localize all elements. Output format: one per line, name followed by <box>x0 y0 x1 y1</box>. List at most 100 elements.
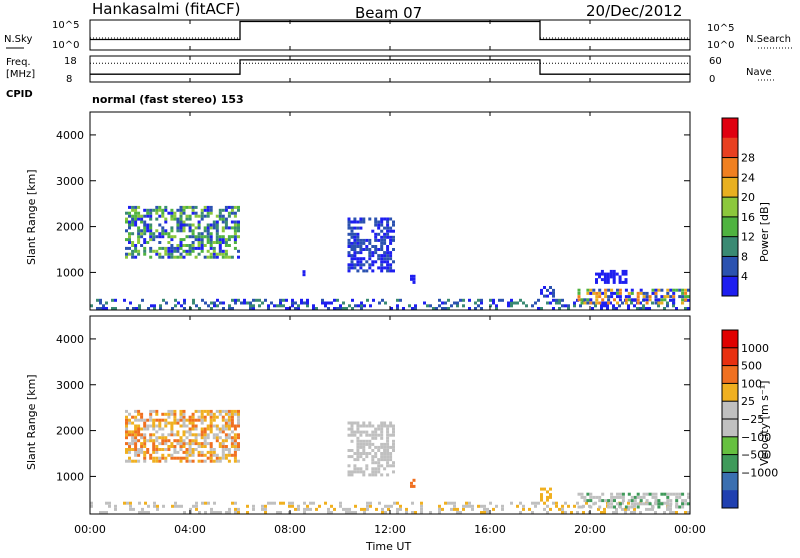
power-cell <box>362 257 366 261</box>
velocity-cell <box>134 424 138 428</box>
power-cell <box>227 244 231 247</box>
velocity-cell <box>230 418 234 422</box>
velocity-cell <box>215 453 219 457</box>
velocity-cell <box>143 436 147 440</box>
power-cell <box>125 252 128 256</box>
velocity-cell <box>483 504 486 508</box>
velocity-cell <box>203 445 207 448</box>
power-cell <box>592 291 596 295</box>
power-cell <box>510 301 513 305</box>
velocity-cell <box>675 511 678 514</box>
velocity-cell <box>125 459 128 463</box>
power-cell <box>206 229 210 233</box>
power-cell <box>537 307 540 310</box>
velocity-cell <box>383 455 387 459</box>
power-cell <box>134 214 138 218</box>
velocity-cell <box>678 495 682 499</box>
power-cell <box>589 291 593 295</box>
power-cell <box>161 211 165 215</box>
velocity-cell <box>583 499 587 503</box>
power-cell <box>231 298 234 302</box>
velocity-cell <box>230 442 234 446</box>
power-cell <box>155 217 159 221</box>
velocity-cell <box>176 439 180 443</box>
power-cell <box>648 307 651 310</box>
velocity-cell <box>134 445 138 448</box>
power-cell <box>386 229 390 233</box>
power-cell <box>219 301 222 305</box>
velocity-cell <box>195 504 198 508</box>
power-cell <box>389 251 393 255</box>
power-cell <box>586 298 590 302</box>
power-cell <box>501 298 504 302</box>
velocity-cell <box>197 453 201 457</box>
velocity-cell <box>510 501 513 505</box>
velocity-cell <box>411 501 414 505</box>
velocity-cell <box>137 433 141 437</box>
power-cell <box>215 226 219 230</box>
power-cell <box>402 307 405 310</box>
velocity-cell <box>365 455 369 459</box>
velocity-cell <box>393 501 396 505</box>
velocity-cell <box>146 439 150 443</box>
power-cell <box>359 263 363 267</box>
power-cell <box>333 307 336 310</box>
velocity-cell <box>167 421 171 425</box>
power-cell <box>444 301 447 305</box>
power-cell <box>164 208 168 212</box>
power-cell <box>438 298 441 302</box>
power-cell <box>258 304 261 308</box>
power-cell <box>131 214 135 218</box>
velocity-cell <box>651 495 655 499</box>
velocity-cell <box>149 436 153 440</box>
velocity-cell <box>610 492 614 496</box>
velocity-cell <box>384 504 387 508</box>
power-cell <box>203 244 207 247</box>
velocity-cell <box>137 459 141 463</box>
power-cell <box>191 211 195 215</box>
power-cell <box>621 269 625 273</box>
power-cell <box>224 205 228 209</box>
velocity-colorbar-swatch <box>722 419 738 438</box>
power-cell <box>176 208 180 212</box>
power-cell <box>170 255 174 259</box>
power-cell <box>595 295 599 299</box>
velocity-cell <box>621 501 624 505</box>
power-cell <box>167 241 171 244</box>
power-cell <box>583 301 587 305</box>
power-cell <box>359 248 363 251</box>
power-cell <box>354 304 357 308</box>
velocity-cell <box>212 436 216 440</box>
velocity-cell <box>152 427 156 431</box>
power-cell <box>365 269 369 273</box>
velocity-cell <box>161 439 165 443</box>
velocity-cell <box>365 464 369 468</box>
velocity-cell <box>365 430 369 434</box>
power-cell <box>669 298 672 302</box>
power-cell <box>657 298 661 302</box>
velocity-cell <box>155 456 159 460</box>
velocity-cell <box>209 442 213 446</box>
power-cell <box>392 220 395 224</box>
power-cell <box>203 205 207 209</box>
power-cell <box>140 229 144 233</box>
power-cell <box>137 238 141 242</box>
power-cell <box>224 249 228 253</box>
power-cell <box>209 223 213 227</box>
power-colorbar-tick-label: 16 <box>741 211 755 224</box>
power-cell <box>215 214 219 218</box>
velocity-cell <box>170 430 174 434</box>
velocity-cell <box>203 439 207 443</box>
velocity-cell <box>636 505 640 509</box>
velocity-cell <box>209 412 213 416</box>
velocity-cell <box>546 504 549 508</box>
velocity-cell <box>396 507 399 511</box>
velocity-cell <box>189 507 192 511</box>
power-cell <box>642 298 646 302</box>
velocity-cell <box>362 458 366 462</box>
velocity-cell <box>128 421 131 425</box>
velocity-cell <box>185 448 189 451</box>
velocity-cell <box>206 409 210 413</box>
power-cell <box>209 244 213 247</box>
power-cell <box>618 291 622 295</box>
